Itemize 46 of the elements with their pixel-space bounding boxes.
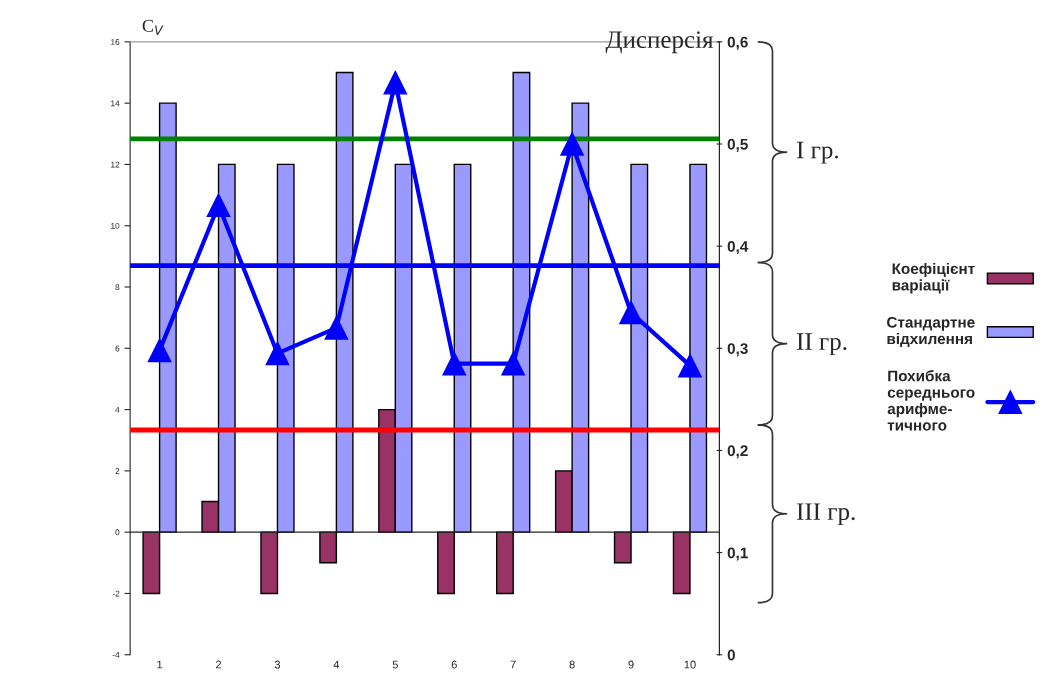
x-tick-label: 6: [451, 660, 457, 669]
x-tick-label: 2: [216, 660, 222, 669]
y-tick-label: -4: [112, 652, 120, 658]
point: [383, 70, 408, 95]
point: [442, 351, 467, 376]
x-tick-label: 8: [569, 660, 575, 669]
text: III гр.: [796, 503, 855, 526]
x-tick-label: 1: [157, 660, 163, 669]
y2-tick-label: 0,2: [727, 445, 748, 459]
y-tick-label: -2: [112, 590, 120, 597]
y-tick-label: 2: [115, 468, 120, 474]
x-tick-label: 10: [684, 660, 696, 669]
legend-label: Коефіцієнт варіації: [892, 262, 975, 294]
x-tick-label: 3: [274, 660, 281, 669]
y2-axis-title: Дисперсія: [605, 31, 714, 54]
x-tick-label: 7: [510, 660, 516, 669]
x-tick-label: 4: [333, 660, 340, 669]
point: [678, 353, 702, 378]
point: [324, 316, 349, 340]
point: [265, 341, 290, 366]
text: II гр.: [796, 333, 847, 356]
y-tick-label: 8: [115, 284, 120, 291]
y-tick-label: 16: [111, 39, 120, 45]
y-tick-label: 10: [111, 222, 120, 229]
y2-tick-label: 0: [727, 649, 735, 661]
y2-tick-label: 0,1: [727, 547, 748, 561]
point: [619, 300, 643, 325]
y-tick-label: 0: [115, 529, 120, 536]
y-tick-label: 4: [115, 406, 120, 413]
x-tick-label: 9: [628, 660, 634, 669]
y-tick-label: 6: [115, 345, 120, 352]
text: I гр.: [796, 141, 838, 164]
y2-tick-label: 0,3: [727, 343, 748, 357]
y2-tick-label: 0,4: [727, 241, 749, 255]
legend-label: Стандартне відхилення: [887, 316, 975, 348]
y-tick-label: 12: [111, 161, 120, 168]
point: [501, 351, 525, 376]
legend-label: Похибка середнього арифме- тичного: [887, 369, 975, 431]
y-tick-label: 14: [111, 100, 120, 107]
x-tick-label: 5: [392, 660, 398, 669]
point: [560, 132, 584, 156]
y2-tick-label: 0,6: [727, 36, 748, 50]
y2-tick-label: 0,5: [727, 138, 748, 152]
point: [206, 193, 231, 218]
y-axis-title: C$_{V}$: [142, 19, 164, 35]
point: [147, 338, 172, 363]
